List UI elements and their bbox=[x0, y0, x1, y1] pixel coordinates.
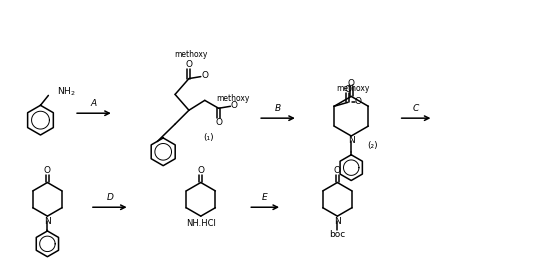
Text: O: O bbox=[231, 101, 238, 110]
Text: O: O bbox=[215, 118, 222, 126]
Text: O: O bbox=[334, 166, 341, 175]
Text: O: O bbox=[44, 166, 51, 175]
Text: O: O bbox=[345, 85, 351, 94]
Text: NH$_2$: NH$_2$ bbox=[57, 85, 76, 98]
Text: O: O bbox=[197, 166, 204, 175]
Text: methoxy: methoxy bbox=[216, 94, 249, 103]
Text: N: N bbox=[334, 217, 341, 226]
Text: O: O bbox=[201, 71, 208, 80]
Text: O: O bbox=[186, 60, 192, 69]
Text: C: C bbox=[413, 104, 419, 113]
Text: (₂): (₂) bbox=[368, 142, 378, 150]
Text: NH.HCl: NH.HCl bbox=[186, 219, 216, 228]
Text: B: B bbox=[275, 104, 281, 113]
Text: N: N bbox=[348, 136, 355, 146]
Text: methoxy: methoxy bbox=[174, 50, 208, 59]
Text: A: A bbox=[91, 99, 97, 108]
Text: E: E bbox=[262, 193, 268, 202]
Text: O: O bbox=[348, 79, 355, 88]
Text: boc: boc bbox=[329, 230, 346, 239]
Text: O: O bbox=[355, 97, 361, 106]
Text: methoxy: methoxy bbox=[336, 84, 370, 93]
Text: N: N bbox=[44, 217, 51, 226]
Text: D: D bbox=[106, 193, 113, 202]
Text: (₁): (₁) bbox=[203, 133, 214, 143]
